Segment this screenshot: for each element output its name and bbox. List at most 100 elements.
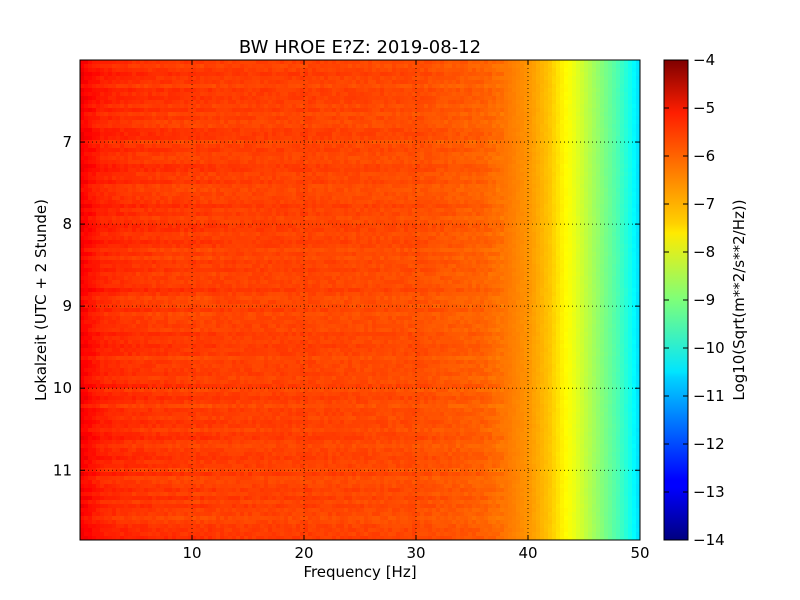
heatmap-cell — [548, 80, 553, 85]
heatmap-cell — [176, 112, 181, 117]
heatmap-cell — [180, 140, 185, 145]
heatmap-cell — [556, 64, 561, 69]
heatmap-cell — [524, 112, 529, 117]
heatmap-cell — [384, 128, 389, 133]
heatmap-cell — [156, 84, 161, 89]
heatmap-cell — [376, 96, 381, 101]
heatmap-cell — [284, 136, 289, 141]
heatmap-cell — [452, 88, 457, 93]
heatmap-cell — [608, 136, 613, 141]
heatmap-cell — [224, 132, 229, 137]
heatmap-cell — [312, 172, 317, 177]
heatmap-cell — [308, 188, 313, 193]
heatmap-cell — [436, 104, 441, 109]
heatmap-cell — [164, 168, 169, 173]
heatmap-cell — [368, 104, 373, 109]
heatmap-cell — [144, 96, 149, 101]
heatmap-cell — [576, 112, 581, 117]
heatmap-cell — [120, 184, 125, 189]
heatmap-cell — [524, 156, 529, 161]
heatmap-cell — [340, 164, 345, 169]
heatmap-cell — [604, 128, 609, 133]
heatmap-cell — [496, 72, 501, 77]
heatmap-cell — [564, 172, 569, 177]
heatmap-cell — [368, 188, 373, 193]
heatmap-cell — [200, 88, 205, 93]
heatmap-cell — [96, 76, 101, 81]
heatmap-cell — [608, 84, 613, 89]
heatmap-cell — [244, 196, 249, 201]
heatmap-cell — [176, 116, 181, 121]
heatmap-cell — [544, 148, 549, 153]
heatmap-cell — [552, 128, 557, 133]
heatmap-cell — [316, 200, 321, 205]
heatmap-cell — [412, 68, 417, 73]
heatmap-cell — [424, 196, 429, 201]
heatmap-cell — [576, 196, 581, 201]
heatmap-cell — [572, 168, 577, 173]
heatmap-cell — [520, 132, 525, 137]
heatmap-cell — [164, 176, 169, 181]
heatmap-cell — [592, 172, 597, 177]
heatmap-cell — [448, 136, 453, 141]
heatmap-cell — [108, 104, 113, 109]
heatmap-cell — [252, 88, 257, 93]
heatmap-cell — [432, 172, 437, 177]
heatmap-cell — [112, 84, 117, 89]
heatmap-cell — [300, 184, 305, 189]
heatmap-cell — [104, 136, 109, 141]
heatmap-cell — [124, 160, 129, 165]
heatmap-cell — [348, 180, 353, 185]
heatmap-cell — [344, 164, 349, 169]
heatmap-cell — [504, 148, 509, 153]
heatmap-cell — [492, 80, 497, 85]
heatmap-cell — [352, 100, 357, 105]
heatmap-cell — [532, 192, 537, 197]
heatmap-cell — [464, 136, 469, 141]
heatmap-cell — [224, 176, 229, 181]
heatmap-cell — [456, 64, 461, 69]
heatmap-cell — [316, 184, 321, 189]
heatmap-cell — [220, 196, 225, 201]
heatmap-cell — [476, 80, 481, 85]
heatmap-cell — [480, 120, 485, 125]
heatmap-cell — [240, 120, 245, 125]
heatmap-cell — [620, 140, 625, 145]
heatmap-cell — [252, 148, 257, 153]
heatmap-cell — [460, 156, 465, 161]
heatmap-cell — [360, 164, 365, 169]
heatmap-cell — [636, 112, 640, 117]
heatmap-cell — [84, 84, 89, 89]
heatmap-cell — [320, 84, 325, 89]
heatmap-cell — [372, 196, 377, 201]
heatmap-cell — [584, 80, 589, 85]
heatmap-cell — [568, 136, 573, 141]
heatmap-cell — [548, 112, 553, 117]
heatmap-cell — [260, 144, 265, 149]
heatmap-cell — [360, 140, 365, 145]
heatmap-cell — [548, 192, 553, 197]
heatmap-cell — [96, 96, 101, 101]
heatmap-cell — [492, 112, 497, 117]
heatmap-cell — [256, 76, 261, 81]
heatmap-cell — [532, 184, 537, 189]
heatmap-cell — [484, 100, 489, 105]
heatmap-cell — [572, 112, 577, 117]
heatmap-cell — [584, 96, 589, 101]
heatmap-cell — [568, 148, 573, 153]
heatmap-cell — [440, 112, 445, 117]
heatmap-cell — [296, 196, 301, 201]
heatmap-cell — [388, 80, 393, 85]
heatmap-cell — [304, 152, 309, 157]
heatmap-cell — [572, 96, 577, 101]
heatmap-cell — [328, 88, 333, 93]
heatmap-cell — [524, 140, 529, 145]
heatmap-cell — [476, 72, 481, 77]
heatmap-cell — [516, 160, 521, 165]
heatmap-cell — [316, 60, 321, 65]
heatmap-cell — [600, 136, 605, 141]
heatmap-cell — [156, 196, 161, 201]
heatmap-cell — [592, 148, 597, 153]
heatmap-cell — [168, 140, 173, 145]
heatmap-cell — [628, 164, 633, 169]
